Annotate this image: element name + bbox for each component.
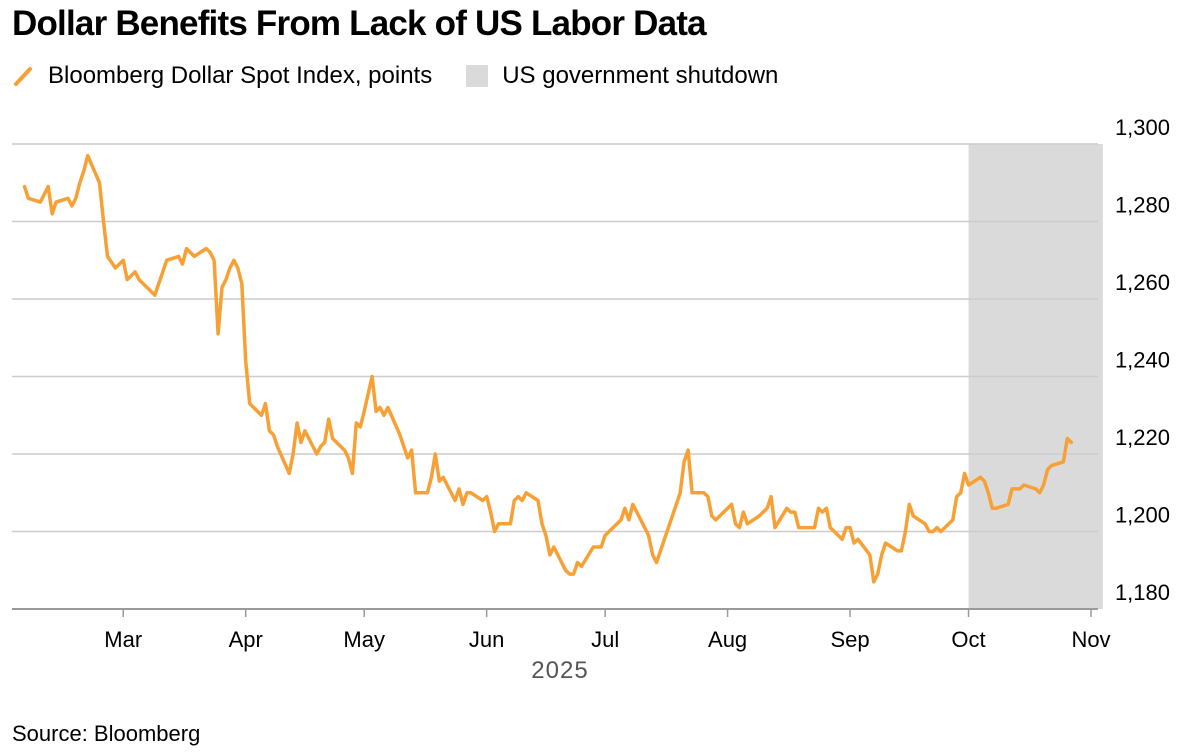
x-tick-label: Sep	[830, 627, 869, 652]
x-tick-label: Mar	[104, 627, 142, 652]
x-tick-label: Apr	[229, 627, 263, 652]
y-tick-label: 1,280	[1115, 193, 1170, 218]
x-tick-label: Nov	[1071, 627, 1110, 652]
line-swatch-icon	[14, 67, 32, 86]
legend-item-series: Bloomberg Dollar Spot Index, points	[12, 62, 432, 90]
y-tick-label: 1,260	[1115, 270, 1170, 295]
x-tick-label: Oct	[951, 627, 985, 652]
y-tick-label: 1,180	[1115, 580, 1170, 605]
x-tick-label: Jun	[469, 627, 504, 652]
legend: Bloomberg Dollar Spot Index, points US g…	[12, 60, 778, 92]
series-line	[22, 153, 1074, 584]
shaded-swatch-icon	[466, 65, 489, 87]
x-tick-label: Aug	[708, 627, 747, 652]
x-tick-label: Jul	[591, 627, 619, 652]
x-tick-label: May	[343, 627, 385, 652]
legend-series-label: Bloomberg Dollar Spot Index, points	[48, 62, 433, 89]
y-tick-label: 1,200	[1115, 503, 1170, 528]
x-year-label: 2025	[531, 657, 588, 684]
legend-shutdown-label: US government shutdown	[502, 62, 779, 89]
source-note: Source: Bloomberg	[12, 721, 201, 746]
y-tick-label: 1,300	[1115, 115, 1170, 140]
y-tick-label: 1,220	[1115, 425, 1170, 450]
legend-item-shutdown: US government shutdown	[432, 62, 778, 90]
y-tick-label: 1,240	[1115, 348, 1170, 373]
chart-title: Dollar Benefits From Lack of US Labor Da…	[12, 4, 707, 43]
